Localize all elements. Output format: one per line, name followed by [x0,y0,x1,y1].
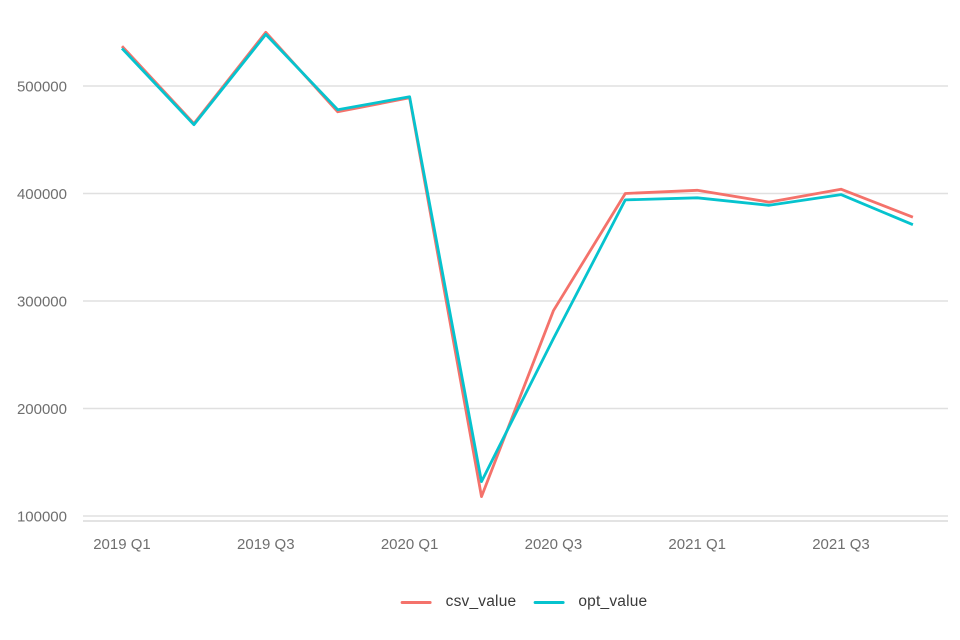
legend-label-csv: csv_value [445,593,517,610]
legend-line-swatch-opt [533,600,565,604]
series-line-csv_value[interactable] [120,30,914,499]
y-tick-label: 100000 [17,509,67,526]
x-tick-label: 2019 Q1 [93,536,151,553]
y-tick-label: 400000 [17,186,67,203]
legend-label-opt: opt_value [578,593,648,610]
legend: csv_value opt_value [400,593,648,611]
legend-line-swatch-csv [400,600,432,604]
y-tick-label: 300000 [17,294,67,311]
legend-item-opt-value[interactable]: opt_value [533,593,647,611]
x-tick-label: 2019 Q3 [237,536,295,553]
x-tick-label: 2020 Q1 [381,536,439,553]
series-line-opt_value[interactable] [120,33,914,484]
x-tick-label: 2021 Q1 [668,536,726,553]
legend-item-csv-value[interactable]: csv_value [400,593,517,611]
y-tick-label: 500000 [17,79,67,96]
x-tick-label: 2021 Q3 [812,536,870,553]
y-tick-label: 200000 [17,401,67,418]
x-tick-label: 2020 Q3 [525,536,583,553]
